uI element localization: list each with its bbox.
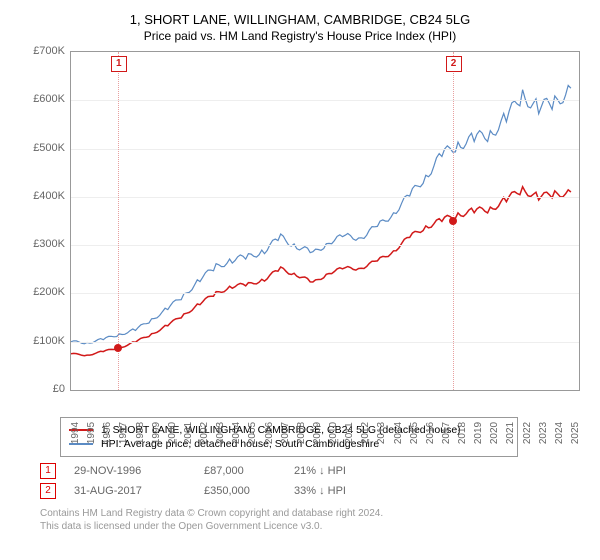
plot: 12 xyxy=(70,51,580,391)
transaction-price: £350,000 xyxy=(204,485,294,497)
x-axis-label: 2009 xyxy=(312,422,323,444)
x-axis-label: 1996 xyxy=(102,422,113,444)
gridline xyxy=(71,197,579,198)
gridline xyxy=(71,293,579,294)
footer-line: This data is licensed under the Open Gov… xyxy=(40,520,590,533)
line-chart-svg xyxy=(71,52,579,390)
marker-point xyxy=(449,217,457,225)
x-axis-label: 2007 xyxy=(280,422,291,444)
transaction-price: £87,000 xyxy=(204,465,294,477)
gridline xyxy=(71,342,579,343)
x-axis-label: 2019 xyxy=(473,422,484,444)
x-axis-label: 2004 xyxy=(231,422,242,444)
y-axis-label: £500K xyxy=(33,142,65,154)
gridline xyxy=(71,245,579,246)
transaction-badge: 2 xyxy=(40,483,56,499)
x-axis-label: 2010 xyxy=(328,422,339,444)
series-line-hpi xyxy=(71,85,571,343)
x-axis-label: 2014 xyxy=(393,422,404,444)
x-axis-label: 2013 xyxy=(376,422,387,444)
transaction-row: 2 31-AUG-2017£350,00033% ↓ HPI xyxy=(40,483,590,499)
x-axis-label: 2017 xyxy=(441,422,452,444)
x-axis-label: 2023 xyxy=(538,422,549,444)
x-axis-label: 2000 xyxy=(167,422,178,444)
transaction-row: 1 29-NOV-1996£87,00021% ↓ HPI xyxy=(40,463,590,479)
x-axis-label: 1999 xyxy=(151,422,162,444)
x-axis-label: 2001 xyxy=(183,422,194,444)
transactions-table: 1 29-NOV-1996£87,00021% ↓ HPI 2 31-AUG-2017… xyxy=(40,463,590,499)
x-axis-label: 2018 xyxy=(457,422,468,444)
x-axis-label: 1997 xyxy=(118,422,129,444)
transaction-delta: 21% ↓ HPI xyxy=(294,465,384,477)
x-axis-label: 1998 xyxy=(135,422,146,444)
transaction-date: 31-AUG-2017 xyxy=(74,485,204,497)
y-axis-label: £600K xyxy=(33,93,65,105)
y-axis-label: £200K xyxy=(33,286,65,298)
x-axis-label: 1995 xyxy=(86,422,97,444)
chart-subtitle: Price paid vs. HM Land Registry's House … xyxy=(10,29,590,43)
transaction-date: 29-NOV-1996 xyxy=(74,465,204,477)
x-axis-label: 2025 xyxy=(570,422,581,444)
x-axis-label: 2005 xyxy=(247,422,258,444)
x-axis-label: 2002 xyxy=(199,422,210,444)
y-axis-label: £700K xyxy=(33,45,65,57)
chart-container: 1, SHORT LANE, WILLINGHAM, CAMBRIDGE, CB… xyxy=(10,12,590,533)
transaction-delta: 33% ↓ HPI xyxy=(294,485,384,497)
y-axis-label: £100K xyxy=(33,335,65,347)
x-axis-label: 2021 xyxy=(505,422,516,444)
x-axis-label: 2015 xyxy=(409,422,420,444)
marker-line xyxy=(118,52,119,390)
chart-title: 1, SHORT LANE, WILLINGHAM, CAMBRIDGE, CB… xyxy=(10,12,590,27)
y-axis-label: £300K xyxy=(33,238,65,250)
x-axis-label: 2003 xyxy=(215,422,226,444)
gridline xyxy=(71,149,579,150)
plot-area: 12 £0£100K£200K£300K£400K£500K£600K£700K… xyxy=(20,51,580,411)
x-axis-label: 2020 xyxy=(489,422,500,444)
x-axis-label: 2016 xyxy=(425,422,436,444)
marker-badge: 1 xyxy=(111,56,127,72)
transaction-badge: 1 xyxy=(40,463,56,479)
y-axis-label: £0 xyxy=(53,383,65,395)
x-axis-label: 2022 xyxy=(522,422,533,444)
x-axis-label: 2008 xyxy=(296,422,307,444)
x-axis-label: 2011 xyxy=(344,422,355,444)
series-line-property xyxy=(71,187,571,356)
x-axis-label: 1994 xyxy=(70,422,81,444)
footer: Contains HM Land Registry data © Crown c… xyxy=(40,507,590,533)
x-axis-label: 2006 xyxy=(264,422,275,444)
y-axis-label: £400K xyxy=(33,190,65,202)
x-axis-label: 2012 xyxy=(360,422,371,444)
marker-point xyxy=(114,344,122,352)
marker-badge: 2 xyxy=(446,56,462,72)
x-axis-label: 2024 xyxy=(554,422,565,444)
footer-line: Contains HM Land Registry data © Crown c… xyxy=(40,507,590,520)
gridline xyxy=(71,100,579,101)
